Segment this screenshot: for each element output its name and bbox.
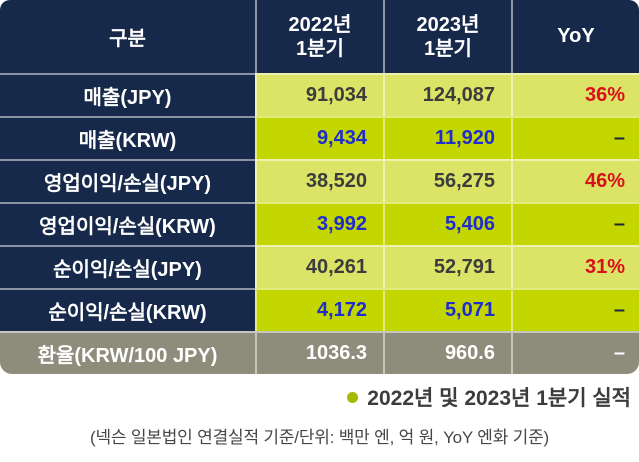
column-header-yoy-label: YoY <box>557 25 595 47</box>
row-label-operating-krw: 영업이익/손실(KRW) <box>0 202 255 245</box>
value-operating-krw-2023: 5,406 <box>383 202 511 245</box>
value-net-jpy-2023: 52,791 <box>383 245 511 288</box>
yoy-net-jpy: 31% <box>511 245 639 288</box>
column-header-2023q1: 2023년 1분기 <box>383 0 511 73</box>
quarterly-results-table: 구분 2022년 1분기 2023년 1분기 YoY 매출(JPY) 91,03… <box>0 0 639 374</box>
table-caption: 2022년 및 2023년 1분기 실적 <box>367 387 631 410</box>
value-sales-krw-2022: 9,434 <box>255 116 383 159</box>
row-label-net-jpy: 순이익/손실(JPY) <box>0 245 255 288</box>
value-sales-krw-2023: 11,920 <box>383 116 511 159</box>
value-operating-krw-2022: 3,992 <box>255 202 383 245</box>
column-header-2023-quarter: 1분기 <box>424 37 472 60</box>
value-operating-jpy-2023: 56,275 <box>383 159 511 202</box>
value-exchange-rate-2023: 960.6 <box>383 331 511 374</box>
row-label-net-krw: 순이익/손실(KRW) <box>0 288 255 331</box>
value-sales-jpy-2023: 124,087 <box>383 73 511 116</box>
value-operating-jpy-2022: 38,520 <box>255 159 383 202</box>
value-net-krw-2022: 4,172 <box>255 288 383 331</box>
value-exchange-rate-2022: 1036.3 <box>255 331 383 374</box>
yoy-sales-jpy: 36% <box>511 73 639 116</box>
yoy-operating-jpy: 46% <box>511 159 639 202</box>
row-label-sales-krw: 매출(KRW) <box>0 116 255 159</box>
column-header-2022-year: 2022년 <box>288 13 352 36</box>
value-sales-jpy-2022: 91,034 <box>255 73 383 116</box>
yoy-sales-krw: – <box>511 116 639 159</box>
column-header-yoy: YoY <box>511 0 639 73</box>
value-net-krw-2023: 5,071 <box>383 288 511 331</box>
yoy-operating-krw: – <box>511 202 639 245</box>
column-header-2023-year: 2023년 <box>416 13 480 36</box>
yoy-exchange-rate: – <box>511 331 639 374</box>
row-label-sales-jpy: 매출(JPY) <box>0 73 255 116</box>
row-label-exchange-rate: 환율(KRW/100 JPY) <box>0 331 255 374</box>
column-header-2022q1: 2022년 1분기 <box>255 0 383 73</box>
bullet-icon <box>347 391 359 403</box>
source-note: (넥슨 일본법인 연결실적 기준/단위: 백만 엔, 억 원, YoY 엔화 기… <box>89 428 550 447</box>
value-net-jpy-2022: 40,261 <box>255 245 383 288</box>
column-header-2022-quarter: 1분기 <box>296 37 344 60</box>
yoy-net-krw: – <box>511 288 639 331</box>
table-caption-line: 2022년 및 2023년 1분기 실적 <box>0 374 639 420</box>
column-header-category-label: 구분 <box>109 28 146 50</box>
row-label-operating-jpy: 영업이익/손실(JPY) <box>0 159 255 202</box>
column-header-category: 구분 <box>0 0 255 73</box>
